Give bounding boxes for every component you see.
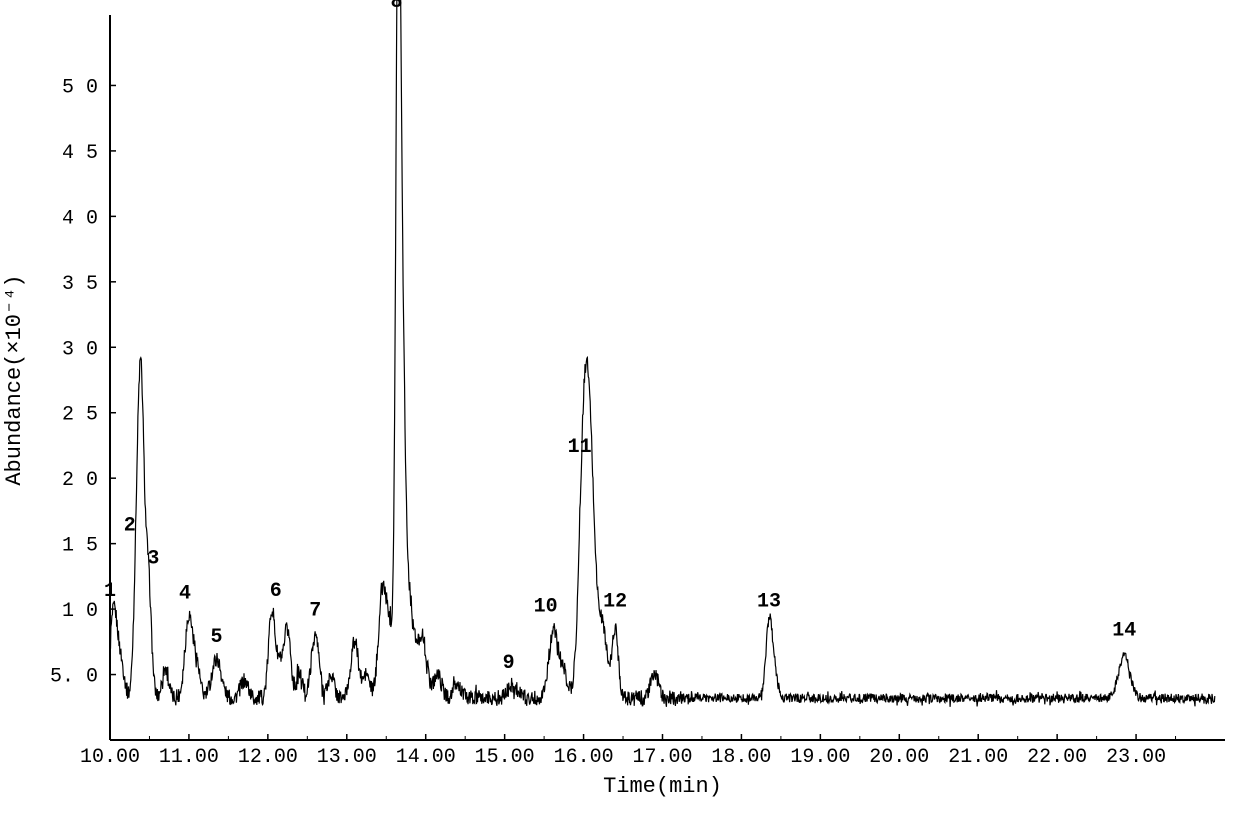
peak-label: 2 bbox=[124, 515, 136, 538]
y-tick-label: 5. 0 bbox=[50, 666, 98, 689]
peak-label: 1 bbox=[104, 580, 116, 603]
peak-label: 10 bbox=[534, 596, 558, 619]
peak-label: 11 bbox=[568, 436, 592, 459]
y-tick-label: 1 0 bbox=[62, 600, 98, 623]
x-tick-label: 23.00 bbox=[1106, 746, 1166, 769]
peak-label: 3 bbox=[147, 547, 159, 570]
x-tick-label: 19.00 bbox=[790, 746, 850, 769]
chromatogram-chart: 5. 0 1 0 1 5 2 0 2 5 3 0 3 5 4 0 4 5 5 0 10.00 11.0… bbox=[0, 0, 1240, 831]
chart-svg: 5. 0 1 0 1 5 2 0 2 5 3 0 3 5 4 0 4 5 5 0 10.00 11.0… bbox=[0, 0, 1240, 831]
x-tick-label: 12.00 bbox=[238, 746, 298, 769]
y-tick-label: 5 0 bbox=[62, 76, 98, 99]
x-tick-label: 21.00 bbox=[948, 746, 1008, 769]
y-tick-label: 4 0 bbox=[62, 207, 98, 230]
y-tick-label: 2 0 bbox=[62, 469, 98, 492]
x-tick-label: 22.00 bbox=[1027, 746, 1087, 769]
peak-label: 5 bbox=[211, 626, 223, 649]
x-tick-label: 18.00 bbox=[711, 746, 771, 769]
peak-label: 14 bbox=[1112, 619, 1136, 642]
peak-label: 7 bbox=[309, 600, 321, 623]
peak-label: 6 bbox=[270, 580, 282, 603]
y-tick-label: 2 5 bbox=[62, 404, 98, 427]
y-tick-label: 4 5 bbox=[62, 142, 98, 165]
peak-label: 8 bbox=[391, 0, 403, 14]
peak-label: 13 bbox=[757, 590, 781, 613]
x-axis-label: Time(min) bbox=[603, 774, 722, 799]
peak-label: 4 bbox=[179, 583, 191, 606]
y-tick-label: 3 5 bbox=[62, 273, 98, 296]
x-tick-label: 10.00 bbox=[80, 746, 140, 769]
x-tick-label: 15.00 bbox=[475, 746, 535, 769]
x-tick-label: 13.00 bbox=[317, 746, 377, 769]
y-tick-label: 1 5 bbox=[62, 535, 98, 558]
y-tick-label: 3 0 bbox=[62, 338, 98, 361]
y-axis-label: Abundance(×10⁻⁴) bbox=[2, 274, 27, 485]
x-tick-label: 11.00 bbox=[159, 746, 219, 769]
x-tick-label: 14.00 bbox=[396, 746, 456, 769]
peak-label: 9 bbox=[503, 652, 515, 675]
x-tick-label: 20.00 bbox=[869, 746, 929, 769]
peak-label: 12 bbox=[603, 590, 627, 613]
x-tick-label: 17.00 bbox=[632, 746, 692, 769]
x-tick-label: 16.00 bbox=[554, 746, 614, 769]
